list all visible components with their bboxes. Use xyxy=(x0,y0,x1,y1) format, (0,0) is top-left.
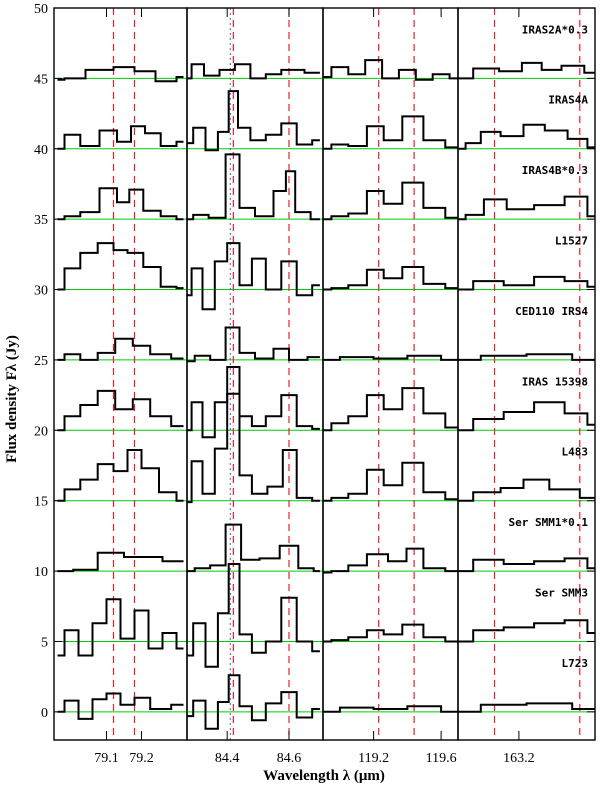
spectrum-line xyxy=(57,389,184,432)
spectrum-line xyxy=(323,354,458,361)
x-tick-label: 84.6 xyxy=(277,751,302,766)
spectrum-line xyxy=(187,366,320,439)
spectrum-line xyxy=(458,478,595,502)
panel-frame xyxy=(322,7,459,741)
y-axis-label: Flux density Fλ (Jy) xyxy=(4,335,20,463)
source-label: L1527 xyxy=(555,234,588,247)
source-label: IRAS4A xyxy=(548,94,588,107)
spectrum-line xyxy=(187,563,320,668)
x-tick-label: 79.1 xyxy=(94,751,119,766)
spectrum-line xyxy=(57,66,184,83)
spectrum-line xyxy=(458,275,595,291)
x-axis-label: Wavelength λ (μm) xyxy=(263,768,385,784)
spectrum-line xyxy=(458,619,595,643)
y-tick-label: 40 xyxy=(34,143,48,158)
spectrum-line xyxy=(323,705,458,713)
spectrum-line xyxy=(458,353,595,361)
y-axis: 0 5 10 15 20 25 30 35 40 45 50 xyxy=(34,2,595,721)
spectrum-line xyxy=(57,125,184,150)
panel-4 xyxy=(457,7,596,741)
y-tick-label: 10 xyxy=(34,565,48,580)
spectrum-line xyxy=(323,59,458,81)
y-tick-label: 35 xyxy=(34,213,48,228)
spectrum-line xyxy=(187,153,320,221)
y-tick-label: 30 xyxy=(34,284,48,299)
spectrum-line xyxy=(187,523,320,573)
spectrum-line xyxy=(323,387,458,432)
spectrum-line xyxy=(187,90,320,152)
spectrum-line xyxy=(57,551,184,573)
y-tick-label: 15 xyxy=(34,495,48,510)
spectrum-line xyxy=(458,702,595,713)
spectrum-line xyxy=(187,392,320,504)
spectrum-line xyxy=(458,557,595,573)
source-label: Ser SMM3 xyxy=(535,586,588,599)
source-labels: IRAS2A*0.3 IRAS4A IRAS4B*0.3 L1527 CED110 IR… xyxy=(509,23,589,669)
y-tick-label: 20 xyxy=(34,424,48,439)
x-tick-label: 79.2 xyxy=(129,751,154,766)
x-tick-label: 84.4 xyxy=(215,751,240,766)
spectrum-line xyxy=(57,692,184,720)
spectrum-line xyxy=(57,449,184,502)
spectrum-line xyxy=(458,61,595,80)
y-tick-label: 45 xyxy=(34,72,48,87)
spectrum-line xyxy=(187,63,320,80)
spectrum-line xyxy=(323,181,458,221)
source-label: IRAS4B*0.3 xyxy=(522,164,588,177)
panel-3 xyxy=(322,7,459,741)
spectrum-line xyxy=(187,326,320,363)
spectrum-line xyxy=(458,401,595,432)
spectrum-line xyxy=(57,337,184,361)
panel-1 xyxy=(53,7,188,741)
spectrum-line xyxy=(323,623,458,643)
spectrum-line xyxy=(323,461,458,502)
spectrum-line xyxy=(187,674,320,730)
source-label: L723 xyxy=(562,657,589,670)
panel-frame xyxy=(457,7,596,741)
spectra-panels xyxy=(53,7,596,741)
source-label: IRAS 15398 xyxy=(522,375,588,388)
spectrum-line xyxy=(458,123,595,150)
spectrum-line xyxy=(57,242,184,291)
panel-2 xyxy=(186,7,324,741)
spectrum-line xyxy=(458,195,595,221)
y-tick-label: 5 xyxy=(41,635,48,650)
panel-frame xyxy=(186,7,324,741)
spectrum-line xyxy=(323,115,458,150)
x-tick-label: 119.2 xyxy=(358,751,389,766)
source-label: IRAS2A*0.3 xyxy=(522,23,588,36)
x-tick-label: 119.6 xyxy=(426,751,457,766)
y-tick-label: 50 xyxy=(34,2,48,17)
source-label: Ser SMM1*0.1 xyxy=(509,516,589,529)
spectrum-line xyxy=(57,598,184,657)
spectrum-line xyxy=(323,547,458,574)
source-label: CED110 IRS4 xyxy=(515,305,588,318)
spectrum-line xyxy=(323,266,458,291)
y-tick-label: 25 xyxy=(34,354,48,369)
spectrum-line xyxy=(187,242,320,311)
y-tick-label: 0 xyxy=(41,706,48,721)
source-label: L483 xyxy=(562,446,589,459)
x-tick-label: 163.2 xyxy=(503,751,535,766)
spectrum-line xyxy=(57,187,184,221)
